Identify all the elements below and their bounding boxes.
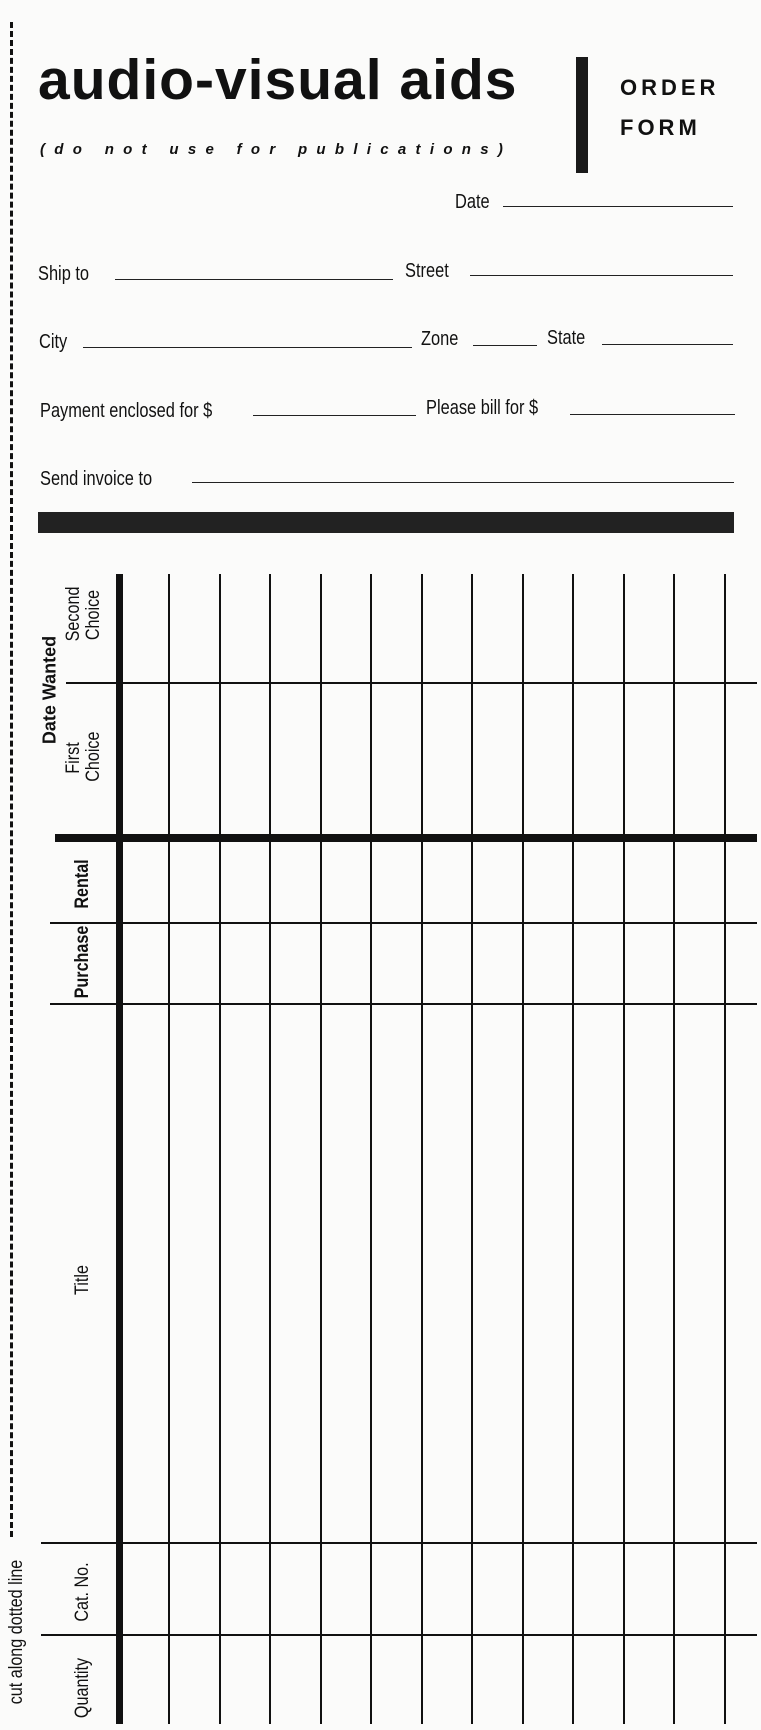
ship-to-field[interactable] [115,279,393,280]
row-divider-catno-quantity [41,1634,757,1636]
row-divider-date-type [55,834,757,842]
cut-instruction-label: cut along dotted line [6,1558,28,1706]
entry-column-divider [724,574,726,1724]
zone-label: Zone [421,328,459,350]
first-choice-label: First Choice [63,731,104,782]
zone-field[interactable] [473,345,537,346]
street-field[interactable] [470,275,733,276]
entry-column-divider [370,574,373,1724]
entry-column-divider [471,574,474,1724]
street-label: Street [405,260,449,282]
entry-column-divider [622,574,625,1724]
please-bill-label: Please bill for $ [426,397,539,419]
row-divider-second-first [66,682,757,684]
entry-column-divider [319,574,322,1724]
order-label: ORDER [620,75,720,100]
form-title: audio-visual aids [38,48,518,112]
cat-no-label: Cat. No. [72,1562,94,1622]
second-choice-label: Second Choice [63,586,104,642]
purchase-label: Purchase [72,925,94,999]
entry-column-divider [168,574,170,1724]
entry-column-divider [521,574,524,1724]
entry-column-divider [420,574,423,1724]
ship-to-label: Ship to [38,263,90,285]
rental-label: Rental [72,859,94,909]
please-bill-field[interactable] [570,414,735,415]
row-divider-purchase-title [50,1003,757,1005]
city-label: City [39,331,68,353]
payment-enclosed-label: Payment enclosed for $ [40,400,213,422]
entry-column-divider [269,574,272,1724]
payment-enclosed-field[interactable] [253,415,416,416]
row-divider-rental-purchase [50,922,757,924]
state-field[interactable] [602,344,733,345]
date-field[interactable] [503,206,733,207]
title-label: Title [72,1265,94,1295]
label-column-divider [116,574,123,1724]
quantity-label: Quantity [72,1657,94,1719]
date-label: Date [455,191,490,213]
city-field[interactable] [83,347,412,348]
entry-column-divider [673,574,676,1724]
date-wanted-label: Date Wanted [39,635,60,745]
section-divider-bar [38,512,734,533]
row-divider-title-catno [41,1542,757,1544]
form-label: FORM [620,115,701,140]
header-divider-bar [576,57,588,173]
form-subtitle: (do not use for publications) [40,141,513,158]
state-label: State [547,327,586,349]
send-invoice-label: Send invoice to [40,468,153,490]
cut-dotted-line [10,22,13,1537]
entry-column-divider [218,574,221,1724]
entry-column-divider [572,574,575,1724]
send-invoice-field[interactable] [192,482,734,483]
